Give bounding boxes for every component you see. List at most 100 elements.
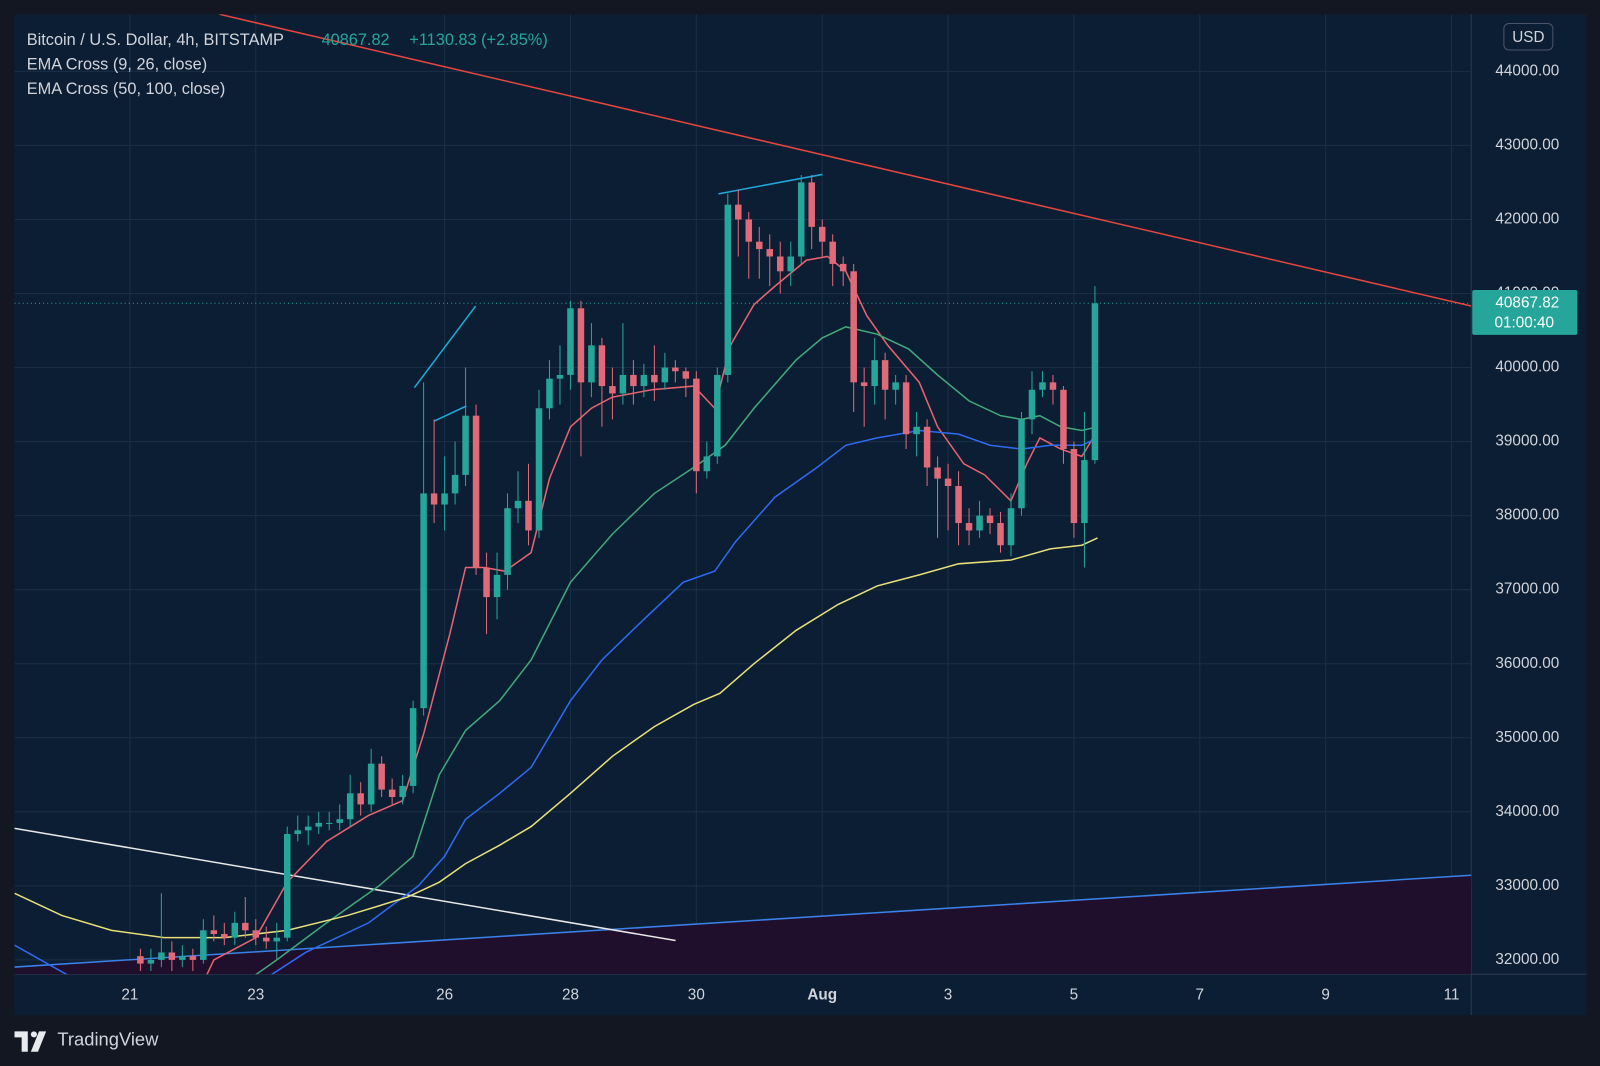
- candle-body: [283, 834, 291, 938]
- candle-body: [546, 378, 553, 409]
- candle-body: [1018, 419, 1025, 509]
- currency-button[interactable]: [1503, 22, 1554, 51]
- x-tick-label: 7: [1196, 987, 1205, 1004]
- y-tick-label: 43000.00: [1495, 136, 1559, 153]
- candle-body: [955, 486, 962, 524]
- candle-body: [378, 763, 385, 790]
- candle-body: [242, 922, 249, 931]
- trend-line: [718, 173, 823, 195]
- candle-body: [1070, 448, 1078, 524]
- candle-body: [839, 263, 847, 272]
- candle-body: [158, 952, 165, 960]
- axes: 32000.00 33000.00 34000.00 35000.00 36000.00…: [121, 62, 1578, 1004]
- candle-body: [147, 959, 155, 964]
- candle-body: [420, 493, 427, 709]
- trend-line: [14, 874, 1472, 968]
- candle-body: [556, 374, 564, 379]
- indicator-label: EMA Cross (50, 100, close): [27, 80, 226, 98]
- candle-body: [703, 456, 711, 472]
- trend-line: [413, 305, 477, 389]
- candle-body: [1091, 303, 1099, 461]
- indicator-label: EMA Cross (9, 26, close): [27, 56, 207, 74]
- candle-body: [1060, 389, 1067, 449]
- brand-logo: [14, 1031, 47, 1052]
- candle-body: [336, 819, 343, 823]
- candle-body: [525, 500, 532, 531]
- candle-body: [399, 785, 406, 798]
- y-tick-label: 37000.00: [1495, 581, 1559, 598]
- candle-body: [745, 219, 753, 242]
- candle-body: [1007, 508, 1015, 546]
- last-price-tag-label: 40867.82: [1495, 294, 1559, 311]
- candle-body: [871, 360, 878, 387]
- candle-body: [714, 374, 721, 457]
- candle-body: [860, 382, 868, 387]
- candle-body: [619, 374, 627, 394]
- candle-body: [1028, 389, 1036, 420]
- x-tick-label: 9: [1321, 987, 1330, 1004]
- candle-body: [504, 508, 511, 575]
- y-tick-label: 32000.00: [1495, 951, 1559, 968]
- candle-body: [304, 826, 312, 831]
- candle-body: [567, 308, 574, 375]
- candle-body: [881, 360, 889, 390]
- ema-line: [255, 326, 1098, 975]
- candle-body: [535, 408, 543, 531]
- candle-body: [263, 937, 270, 942]
- candle-body: [640, 374, 648, 387]
- candle-body: [944, 478, 952, 487]
- last-price-tag: [1472, 290, 1578, 335]
- trend-line: [433, 405, 467, 422]
- drawings: [14, 14, 1472, 975]
- candle-body: [797, 182, 805, 257]
- candle-body: [493, 574, 501, 598]
- candle-body: [818, 226, 826, 242]
- candle-body: [609, 386, 616, 394]
- candle-body: [1049, 382, 1057, 390]
- range-shade: [14, 875, 1472, 975]
- candle-body: [483, 567, 490, 598]
- candle-body: [168, 952, 176, 960]
- y-tick-label: 42000.00: [1495, 211, 1559, 228]
- x-tick-label: 30: [688, 987, 705, 1004]
- candle-body: [294, 830, 301, 835]
- candle-body: [472, 415, 480, 568]
- last-price: 40867.82: [322, 31, 390, 49]
- y-tick-label: 36000.00: [1495, 655, 1559, 672]
- candle-body: [997, 523, 1004, 546]
- candle-body: [756, 241, 763, 250]
- x-tick-label: Aug: [807, 987, 837, 1004]
- candle-body: [976, 515, 983, 531]
- candle-body: [630, 374, 637, 387]
- candle-body: [189, 956, 197, 960]
- countdown-label: 01:00:40: [1494, 315, 1554, 332]
- candle-body: [210, 930, 218, 934]
- footer: [0, 1014, 1600, 1066]
- brand-name[interactable]: TradingView: [57, 1028, 159, 1049]
- x-tick-label: 5: [1070, 987, 1079, 1004]
- candle-body: [934, 467, 941, 479]
- candle-body: [913, 426, 920, 435]
- candle-body: [965, 523, 973, 531]
- candle-body: [766, 249, 774, 257]
- candle-body: [179, 956, 186, 960]
- symbol-title: Bitcoin / U.S. Dollar, 4h, BITSTAMP: [27, 31, 284, 49]
- candle-body: [986, 515, 994, 524]
- candle-body: [829, 241, 836, 264]
- candle-body: [923, 426, 931, 468]
- candle-body: [357, 793, 364, 805]
- y-tick-label: 38000.00: [1495, 507, 1559, 524]
- candle-body: [577, 308, 585, 383]
- candle-body: [430, 493, 438, 505]
- ema-line: [206, 255, 1099, 975]
- candle-body: [137, 956, 144, 964]
- candle-body: [441, 493, 448, 505]
- candle-body: [325, 822, 333, 824]
- candle-body: [651, 374, 658, 383]
- y-tick-label: 33000.00: [1495, 877, 1559, 894]
- y-tick-label: 34000.00: [1495, 803, 1559, 820]
- price-change: +1130.83 (+2.85%): [409, 31, 547, 49]
- currency-label: USD: [1512, 29, 1544, 46]
